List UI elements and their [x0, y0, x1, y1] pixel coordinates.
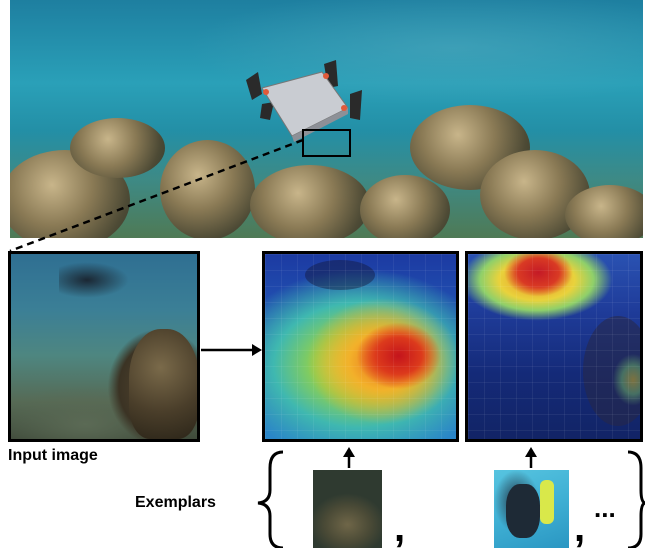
- input-image: [8, 251, 200, 442]
- arrow-up-icon-head: [343, 447, 355, 457]
- robot-fin: [350, 90, 362, 120]
- robot-thruster: [341, 105, 347, 111]
- robot-body-side: [292, 108, 348, 142]
- robot-thruster: [263, 89, 269, 95]
- coral-rock: [70, 118, 165, 178]
- dashed-line-icon: [9, 138, 304, 253]
- left-brace: [257, 450, 284, 548]
- diver-tank: [540, 480, 554, 524]
- input-image-label: Input image: [8, 447, 98, 464]
- diver-silhouette: [305, 260, 375, 290]
- heatmap-grid: [265, 254, 456, 439]
- robot-fin: [246, 72, 262, 100]
- camera-highlight-box: [302, 129, 351, 157]
- coral-rock: [250, 165, 370, 238]
- attention-heatmap-2: [465, 251, 643, 442]
- exemplar-diver-thumbnail: [494, 470, 569, 548]
- heatmap-grid: [468, 254, 640, 439]
- comma-separator: ,: [574, 506, 586, 550]
- robot-thruster: [323, 73, 329, 79]
- more-exemplars-ellipsis: ...: [594, 493, 616, 523]
- robot-fin: [260, 102, 274, 120]
- attention-heatmap-1: [262, 251, 459, 442]
- robot-icon: [246, 60, 362, 142]
- exemplar-coral-thumbnail: [313, 470, 382, 548]
- right-brace: [627, 450, 645, 548]
- arrow-up-icon-head: [525, 447, 537, 457]
- coral-rock: [583, 316, 640, 426]
- arrow-right-icon-head: [252, 344, 262, 356]
- underwater-scene-image: [10, 0, 643, 238]
- coral-rock: [360, 175, 450, 238]
- coral-rock: [129, 329, 197, 439]
- exemplars-label: Exemplars: [135, 494, 216, 511]
- diver-silhouette: [59, 262, 129, 298]
- comma-separator: ,: [394, 506, 406, 550]
- coral-rock: [565, 185, 643, 238]
- diver-silhouette: [506, 484, 540, 538]
